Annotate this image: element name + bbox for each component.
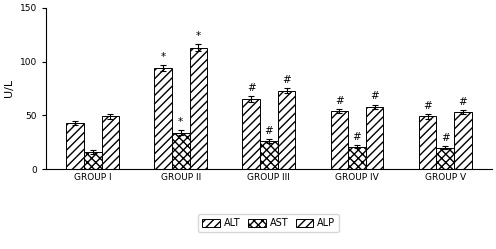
Bar [172,132,189,169]
Legend: ALT, AST, ALP: ALT, AST, ALP [198,214,339,232]
Text: #: # [264,126,273,136]
Bar [243,99,260,169]
Bar [436,148,454,169]
Text: #: # [423,101,432,111]
Bar [154,68,172,169]
Text: #: # [353,132,362,142]
Text: #: # [282,75,291,85]
Bar [348,147,366,169]
Text: #: # [441,133,449,143]
Bar [454,112,472,169]
Text: *: * [161,52,166,62]
Text: *: * [178,117,184,127]
Text: *: * [196,31,201,41]
Bar [189,48,207,169]
Y-axis label: U/L: U/L [4,79,14,97]
Bar [366,107,383,169]
Bar [66,123,84,169]
Bar [419,117,436,169]
Text: #: # [371,91,379,101]
Text: #: # [335,96,344,106]
Text: #: # [458,97,467,107]
Text: #: # [247,83,255,93]
Bar [278,91,295,169]
Bar [331,111,348,169]
Bar [84,152,102,169]
Bar [260,141,278,169]
Bar [102,117,119,169]
